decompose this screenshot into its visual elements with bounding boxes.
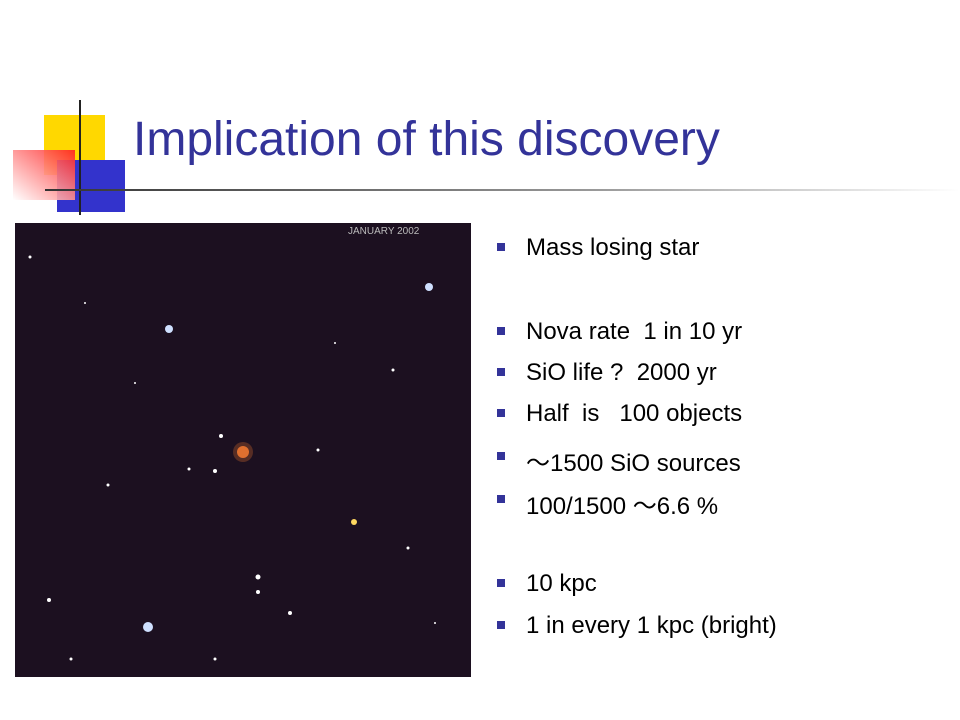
bullet: ～1500 SiO sources — [497, 443, 741, 478]
bullet: Half is 100 objects — [497, 400, 742, 428]
bullet: Nova rate 1 in 10 yr — [497, 318, 742, 346]
bullet-text: Nova rate 1 in 10 yr — [526, 318, 743, 345]
bullet-text: Half is 100 objects — [526, 400, 743, 427]
bullet-text: Mass losing star — [526, 234, 700, 261]
star-photo — [15, 223, 471, 677]
title: Implication of this discovery — [133, 113, 720, 166]
bullet-text: SiO life ? 2000 yr — [526, 359, 717, 386]
bullet: 1 in every 1 kpc (bright) — [497, 612, 777, 640]
bullet-text: 1 in every 1 kpc (bright) — [526, 612, 777, 639]
image-caption: JANUARY 2002 — [348, 226, 420, 237]
red-square — [13, 150, 75, 200]
horizontal-rule — [45, 189, 960, 191]
bullet: SiO life ? 2000 yr — [497, 359, 717, 387]
bullet: 100/1500 ～6.6 % — [497, 486, 718, 521]
bullet-text: 100/1500 ～6.6 % — [526, 493, 719, 520]
bullet-text: 10 kpc — [526, 570, 597, 597]
bullet: Mass losing star — [497, 234, 699, 262]
bullet-text: ～1500 SiO sources — [526, 450, 741, 477]
bullet: 10 kpc — [497, 570, 597, 598]
